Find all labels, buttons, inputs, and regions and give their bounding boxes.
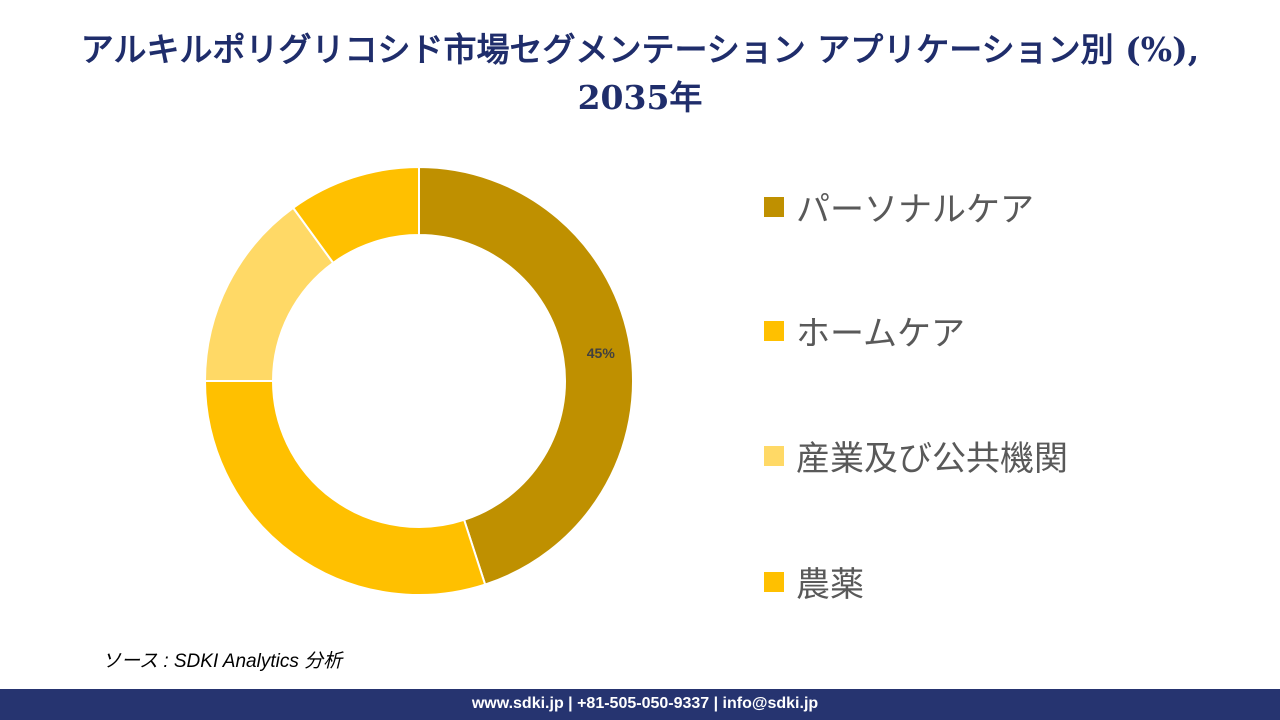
legend-swatch (764, 445, 784, 466)
legend-label: 農薬 (796, 565, 864, 605)
legend-item: ホームケア (764, 306, 965, 355)
legend-swatch (764, 196, 784, 217)
footer-contact: www.sdki.jp | +81-505-050-9337 | info@sd… (471, 695, 819, 712)
legend-label: パーソナルケア (796, 190, 1034, 230)
legend-label: 産業及び公共機関 (796, 439, 1068, 479)
legend-item: パーソナルケア (764, 182, 1034, 231)
donut-segment-4 (291, 165, 420, 265)
chart-title: アルキルポリグリコシド市場セグメンテーション アプリケーション別 (%), 20… (80, 30, 1200, 117)
legend-item: 産業及び公共機関 (764, 431, 1068, 480)
donut-segment-1 (418, 165, 634, 586)
data-label: 45% (587, 345, 616, 361)
legend-label: ホームケア (796, 314, 965, 354)
legend-swatch (764, 320, 784, 341)
donut-segment-2 (203, 380, 487, 596)
source-note: ソース : SDKI Analytics 分析 (102, 651, 343, 672)
legend-swatch (764, 571, 784, 592)
footer-bar: www.sdki.jp | +81-505-050-9337 | info@sd… (0, 689, 1280, 720)
legend-item: 農薬 (764, 557, 864, 606)
